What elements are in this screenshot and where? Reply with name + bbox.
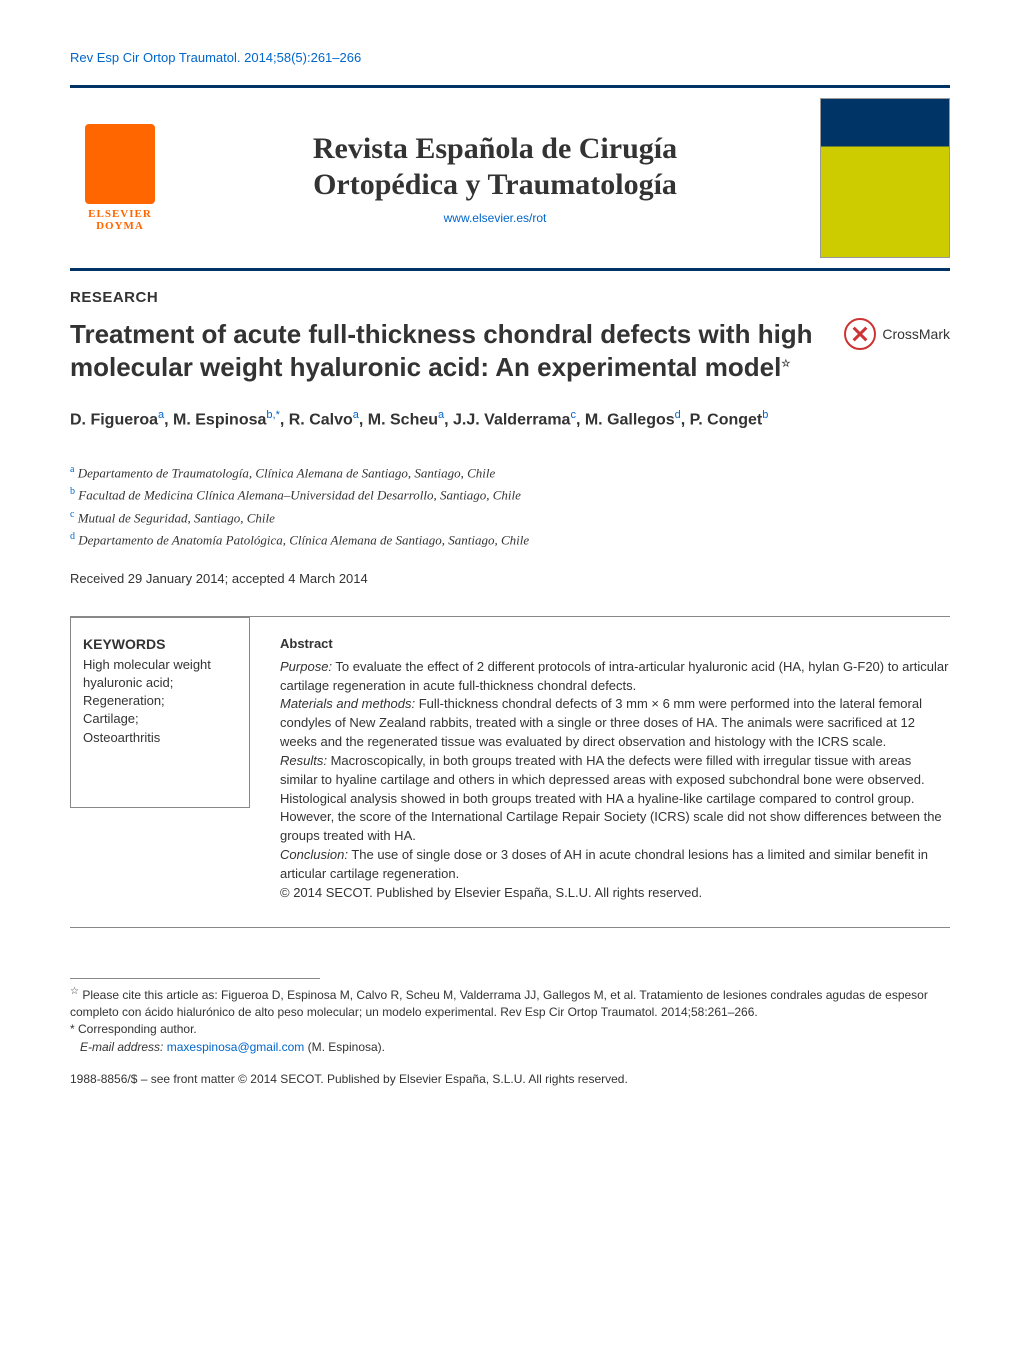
abstract-conclusion-text: The use of single dose or 3 doses of AH … xyxy=(280,847,928,881)
journal-title-block: Revista Española de Cirugía Ortopédica y… xyxy=(170,131,820,225)
crossmark-icon xyxy=(844,318,876,350)
abstract-purpose-label: Purpose: xyxy=(280,659,332,674)
abstract-purpose-text: To evaluate the effect of 2 different pr… xyxy=(280,659,948,693)
abstract-copyright: © 2014 SECOT. Published by Elsevier Espa… xyxy=(280,885,702,900)
crossmark-label: CrossMark xyxy=(882,326,950,342)
journal-title-line2: Ortopédica y Traumatología xyxy=(170,167,820,203)
keywords-list: High molecular weight hyaluronic acid;Re… xyxy=(83,656,237,747)
abstract-column: Abstract Purpose: To evaluate the effect… xyxy=(280,635,950,903)
issn-copyright-line: 1988-8856/$ – see front matter © 2014 SE… xyxy=(70,1072,950,1086)
footnote-email-link[interactable]: maxespinosa@gmail.com xyxy=(167,1040,305,1054)
publisher-logo: ELSEVIER DOYMA xyxy=(70,118,170,238)
abstract-container: KEYWORDS High molecular weight hyaluroni… xyxy=(70,616,950,928)
keywords-column: KEYWORDS High molecular weight hyaluroni… xyxy=(70,617,250,808)
journal-url[interactable]: www.elsevier.es/rot xyxy=(170,211,820,225)
article-dates: Received 29 January 2014; accepted 4 Mar… xyxy=(70,571,950,586)
affiliation-item: a Departamento de Traumatología, Clínica… xyxy=(70,462,950,484)
footnote-citation: ☆ Please cite this article as: Figueroa … xyxy=(70,985,950,1022)
affiliation-item: b Facultad de Medicina Clínica Alemana–U… xyxy=(70,484,950,506)
journal-header-band: ELSEVIER DOYMA Revista Española de Cirug… xyxy=(70,85,950,271)
abstract-heading: Abstract xyxy=(280,635,950,654)
affiliation-item: c Mutual de Seguridad, Santiago, Chile xyxy=(70,507,950,529)
abstract-results-label: Results: xyxy=(280,753,327,768)
footnote-corresponding-text: Corresponding author. xyxy=(78,1022,197,1036)
article-title-text: Treatment of acute full-thickness chondr… xyxy=(70,319,813,382)
section-label: RESEARCH xyxy=(70,289,950,306)
footnotes-block: ☆ Please cite this article as: Figueroa … xyxy=(70,985,950,1057)
affiliation-item: d Departamento de Anatomía Patológica, C… xyxy=(70,529,950,551)
citation-header: Rev Esp Cir Ortop Traumatol. 2014;58(5):… xyxy=(70,50,950,65)
article-title: Treatment of acute full-thickness chondr… xyxy=(70,318,824,383)
footnote-email-label: E-mail address: xyxy=(80,1040,163,1054)
journal-title-line1: Revista Española de Cirugía xyxy=(170,131,820,167)
footnote-rule xyxy=(70,978,320,979)
journal-cover-thumbnail xyxy=(820,98,950,258)
footnote-email-line: E-mail address: maxespinosa@gmail.com (M… xyxy=(70,1039,950,1056)
affiliations-list: a Departamento de Traumatología, Clínica… xyxy=(70,462,950,551)
publisher-logo-text: ELSEVIER DOYMA xyxy=(70,208,170,232)
title-footnote-star: ☆ xyxy=(781,358,790,369)
footnote-citation-text: Please cite this article as: Figueroa D,… xyxy=(70,988,928,1019)
abstract-conclusion-label: Conclusion: xyxy=(280,847,348,862)
abstract-results-text: Macroscopically, in both groups treated … xyxy=(280,753,942,843)
abstract-body: Purpose: To evaluate the effect of 2 dif… xyxy=(280,658,950,903)
crossmark-badge[interactable]: CrossMark xyxy=(844,318,950,350)
footnote-corresponding: * Corresponding author. xyxy=(70,1021,950,1038)
abstract-methods-label: Materials and methods: xyxy=(280,696,415,711)
elsevier-tree-icon xyxy=(85,124,155,204)
authors-list: D. Figueroaa, M. Espinosab,*, R. Calvoa,… xyxy=(70,407,950,432)
title-row: Treatment of acute full-thickness chondr… xyxy=(70,318,950,383)
keywords-heading: KEYWORDS xyxy=(83,636,237,652)
footnote-email-author: (M. Espinosa). xyxy=(304,1040,385,1054)
